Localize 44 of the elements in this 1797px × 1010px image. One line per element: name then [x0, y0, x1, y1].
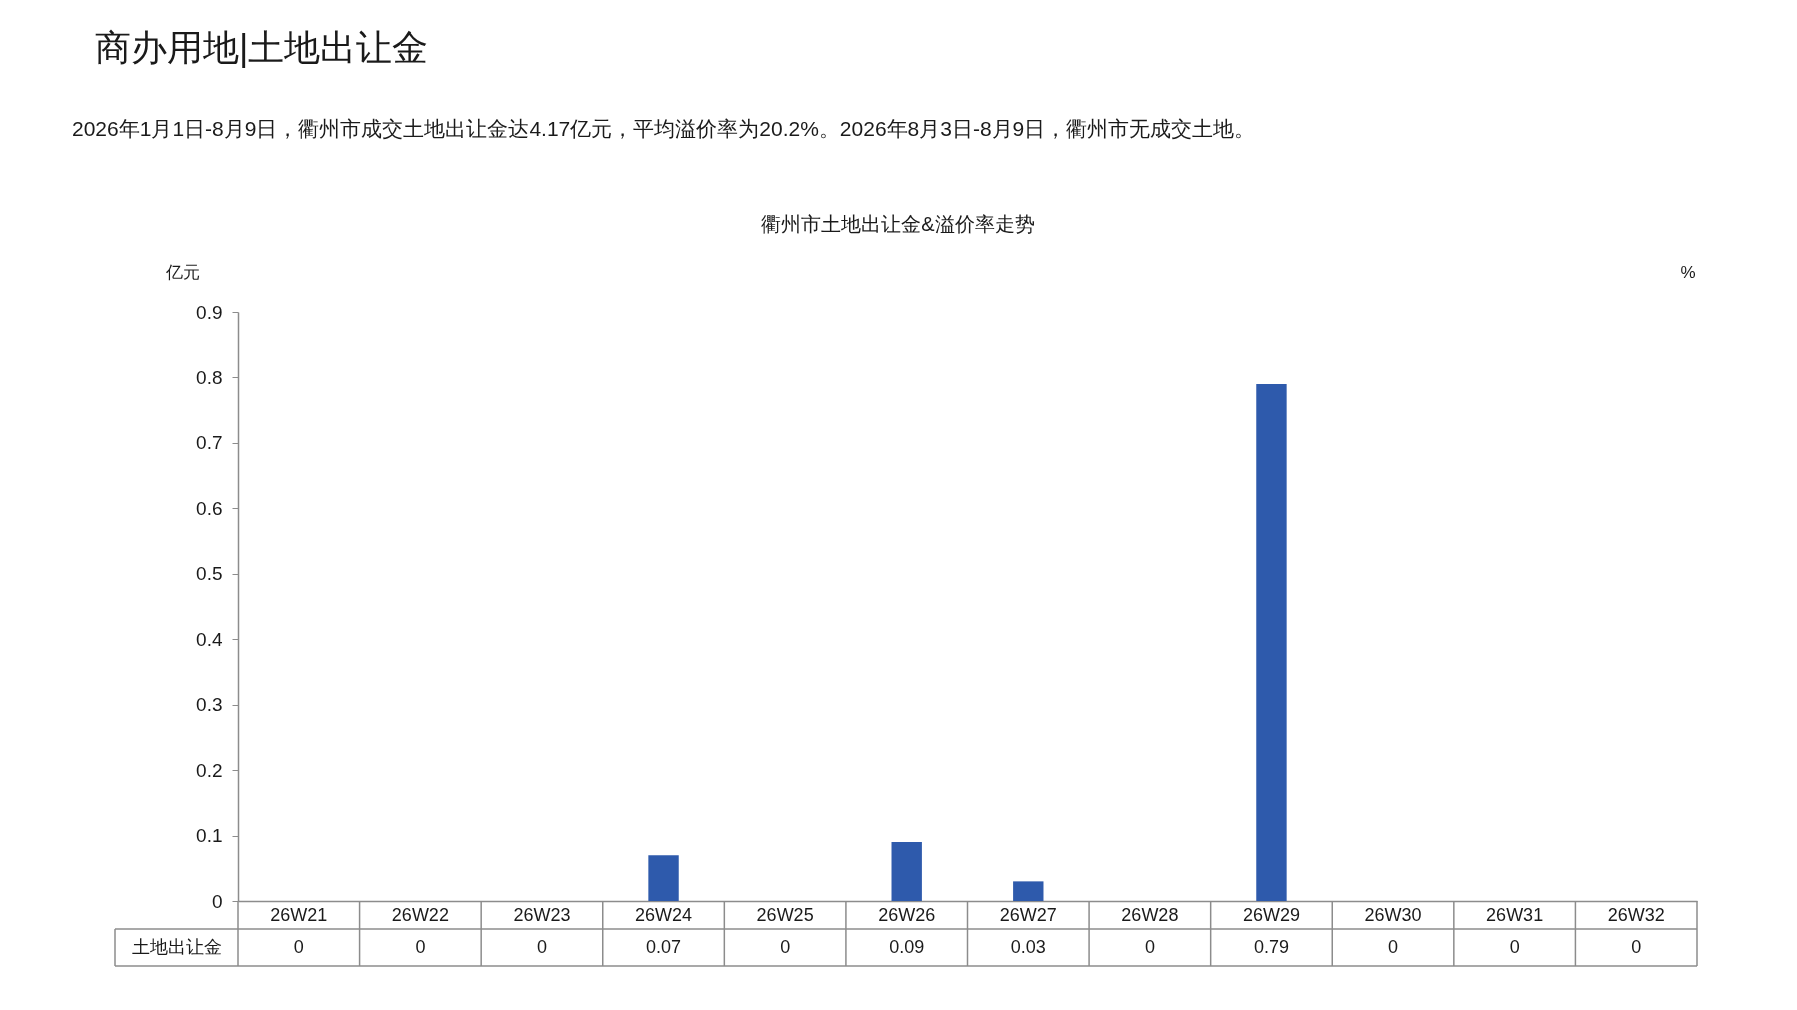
- x-tick-label: 26W23: [513, 904, 571, 925]
- y-tick-label: 0.9: [196, 301, 223, 323]
- data-label: 0: [1631, 936, 1642, 957]
- y-tick-label: 0.8: [196, 366, 223, 388]
- x-tick-label: 26W27: [999, 904, 1057, 925]
- y-axis-title: 亿元: [165, 263, 200, 282]
- x-tick-label: 26W21: [270, 904, 328, 925]
- x-tick-label: 26W26: [878, 904, 936, 925]
- y-tick-label: 0: [211, 890, 223, 912]
- x-tick-label: 26W28: [1121, 904, 1179, 925]
- data-label: 0.07: [646, 936, 682, 957]
- x-tick-label: 26W31: [1486, 904, 1544, 925]
- data-label: 0: [780, 936, 791, 957]
- y-tick-label: 0.1: [196, 825, 223, 847]
- x-tick-label: 26W30: [1364, 904, 1422, 925]
- y2-axis-title: %: [1680, 263, 1696, 282]
- y-tick-label: 0.5: [196, 563, 223, 585]
- text: 土地出让金: [131, 936, 222, 957]
- y-tick-label: 0.7: [196, 432, 223, 454]
- bar: [1256, 383, 1287, 901]
- y-tick-label: 0.4: [196, 628, 223, 650]
- x-tick-label: 26W32: [1607, 904, 1665, 925]
- data-label: 0: [293, 936, 304, 957]
- x-tick-label: 26W25: [756, 904, 814, 925]
- y-tick-label: 0.2: [196, 759, 223, 781]
- text: 2026年1月1日-8月9日，衢州市成交土地出让金达4.17亿元，平均溢价率为20.2%。2026年8月3日-8月9日，衢州市无成交土地。: [72, 117, 1256, 140]
- y-tick-label: 0.6: [196, 497, 223, 519]
- bar: [891, 842, 922, 901]
- chart-title: 衢州市土地出让金&溢价率走势: [761, 213, 1035, 235]
- x-tick-label: 26W22: [391, 904, 449, 925]
- data-label: 0: [1388, 936, 1399, 957]
- text: 商办用地|土地出让金: [95, 27, 429, 68]
- data-label: 0.03: [1010, 936, 1046, 957]
- data-label: 0.79: [1253, 936, 1289, 957]
- x-tick-label: 26W29: [1242, 904, 1300, 925]
- data-label: 0.09: [889, 936, 925, 957]
- data-label: 0: [1144, 936, 1155, 957]
- y-tick-label: 0.3: [196, 694, 223, 716]
- bar: [648, 855, 679, 901]
- bar: [1013, 881, 1044, 901]
- x-tick-label: 26W24: [635, 904, 693, 925]
- data-label: 0: [536, 936, 547, 957]
- data-label: 0: [1509, 936, 1520, 957]
- data-label: 0: [415, 936, 426, 957]
